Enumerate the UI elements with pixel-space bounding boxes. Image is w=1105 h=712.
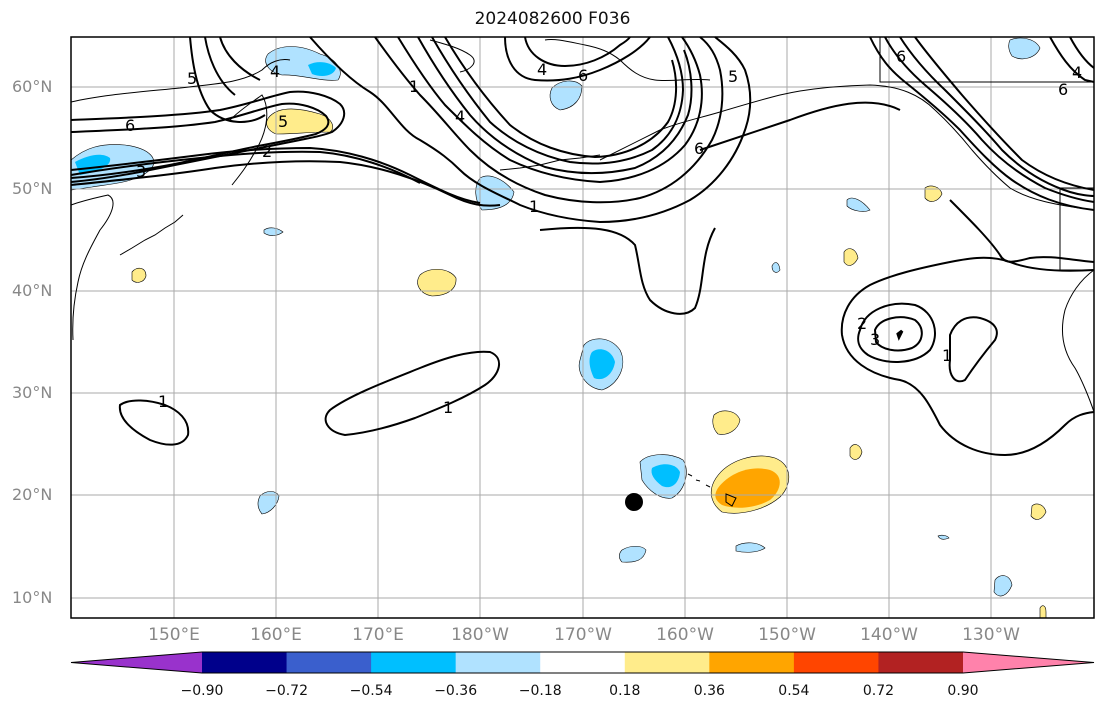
colorbar-extend-max — [963, 652, 1094, 673]
colorbar-tick-label: −0.54 — [349, 683, 393, 699]
map-title: 2024082600 F036 — [474, 9, 631, 29]
colorbar-segment — [878, 652, 964, 673]
fill-blue-bering — [549, 80, 583, 111]
gridlines — [71, 37, 1094, 618]
contour-label: 6 — [578, 66, 588, 85]
lat-label: 50°N — [12, 179, 53, 198]
lon-label: 180°W — [451, 625, 509, 645]
contour-label: 4 — [1072, 63, 1082, 82]
contour-label: 6 — [694, 139, 704, 158]
lon-label: 150°E — [148, 625, 200, 645]
contour-label: 1 — [409, 77, 419, 96]
fill-yellow-5 — [843, 248, 859, 266]
contour-label: 5 — [278, 112, 288, 131]
contour-label: 1 — [158, 392, 168, 411]
contour-label: 5 — [728, 67, 738, 86]
colorbar-segment — [286, 652, 372, 673]
contour-label: 4 — [270, 62, 280, 81]
lon-label: 170°W — [554, 625, 612, 645]
location-marker — [625, 493, 643, 511]
lon-label: 150°W — [758, 625, 816, 645]
contour-label: 2 — [857, 314, 867, 333]
colorbar-segment — [793, 652, 879, 673]
fill-yellow-3 — [712, 410, 741, 435]
contour-label: 6 — [1058, 80, 1068, 99]
fill-blue-kamchatka-core — [308, 62, 336, 76]
fill-yellow-7 — [1030, 503, 1047, 520]
fill-blue-ne — [1008, 37, 1041, 60]
colorbar-tick-label: −0.72 — [265, 683, 308, 699]
fill-blue-south-2 — [735, 542, 766, 553]
fill-blue-east-4 — [937, 534, 950, 540]
fill-orange-hawaii — [715, 468, 780, 508]
contour-label: 5 — [187, 69, 197, 88]
lon-label: 160°E — [250, 625, 302, 645]
coastlines — [70, 37, 1095, 413]
fill-blue-west-core — [75, 154, 111, 175]
fill-yellow-4 — [924, 185, 943, 202]
fill-yellow-2 — [131, 267, 147, 283]
fill-blue-hawaii-core — [651, 464, 680, 488]
anomaly-fills — [70, 37, 1047, 619]
colorbar-tick-label: −0.18 — [518, 683, 562, 699]
fill-blue-mid-core — [589, 349, 615, 380]
contour-label-group: 6 5 4 3 2 1 1 1 4 1 6 5 6 4 6 2 3 1 6 4 … — [125, 47, 1082, 417]
fill-yellow-8 — [1039, 605, 1047, 619]
lon-label: 160°W — [656, 625, 714, 645]
fill-blue-east-1 — [846, 197, 871, 212]
colorbar-tick-label: −0.36 — [434, 683, 478, 699]
contour-label: 6 — [896, 47, 906, 66]
fill-yellow-6 — [849, 444, 863, 460]
fill-blue-east-2 — [771, 262, 781, 273]
fill-blue-west-tiny — [263, 227, 284, 236]
lon-label: 140°W — [860, 625, 918, 645]
colorbar-extend-min — [71, 652, 202, 673]
fill-blue-west-small — [257, 491, 280, 515]
colorbar-tick-label: 0.90 — [947, 683, 979, 699]
contour-label: 3 — [870, 330, 880, 349]
colorbar-tick-label: 0.72 — [862, 683, 895, 699]
fill-blue-south-1 — [619, 545, 647, 563]
lat-label: 40°N — [12, 281, 53, 300]
contour-label: 3 — [136, 162, 146, 181]
lon-label: 130°W — [962, 625, 1020, 645]
colorbar-segment — [371, 652, 457, 673]
colorbar-tick-label: −0.90 — [180, 683, 224, 699]
contour-label: 1 — [529, 197, 539, 216]
colorbar-segment — [624, 652, 710, 673]
contours — [70, 36, 1095, 457]
colorbar-segment — [202, 652, 288, 673]
colorbar-tick-label: 0.54 — [778, 683, 810, 699]
lat-label: 20°N — [12, 485, 53, 504]
fill-blue-east-3 — [993, 575, 1013, 597]
colorbar-segment — [540, 652, 626, 673]
hawaii-islands — [687, 473, 737, 507]
lat-label: 30°N — [12, 383, 53, 402]
contour-label: 4 — [537, 60, 547, 79]
contour-label: 1 — [942, 346, 952, 365]
colorbar-tick-label: 0.18 — [609, 683, 641, 699]
lat-label: 60°N — [12, 77, 53, 96]
lat-label: 10°N — [12, 588, 53, 607]
colorbar — [70, 651, 1095, 674]
colorbar-tick-label: 0.36 — [693, 683, 725, 699]
lon-label: 170°E — [352, 625, 404, 645]
contour-label: 6 — [125, 116, 135, 135]
colorbar-segment — [455, 652, 541, 673]
contour-label: 4 — [455, 107, 465, 126]
colorbar-segment — [709, 652, 795, 673]
contour-label: 1 — [443, 398, 453, 417]
contour-label: 2 — [262, 142, 272, 161]
